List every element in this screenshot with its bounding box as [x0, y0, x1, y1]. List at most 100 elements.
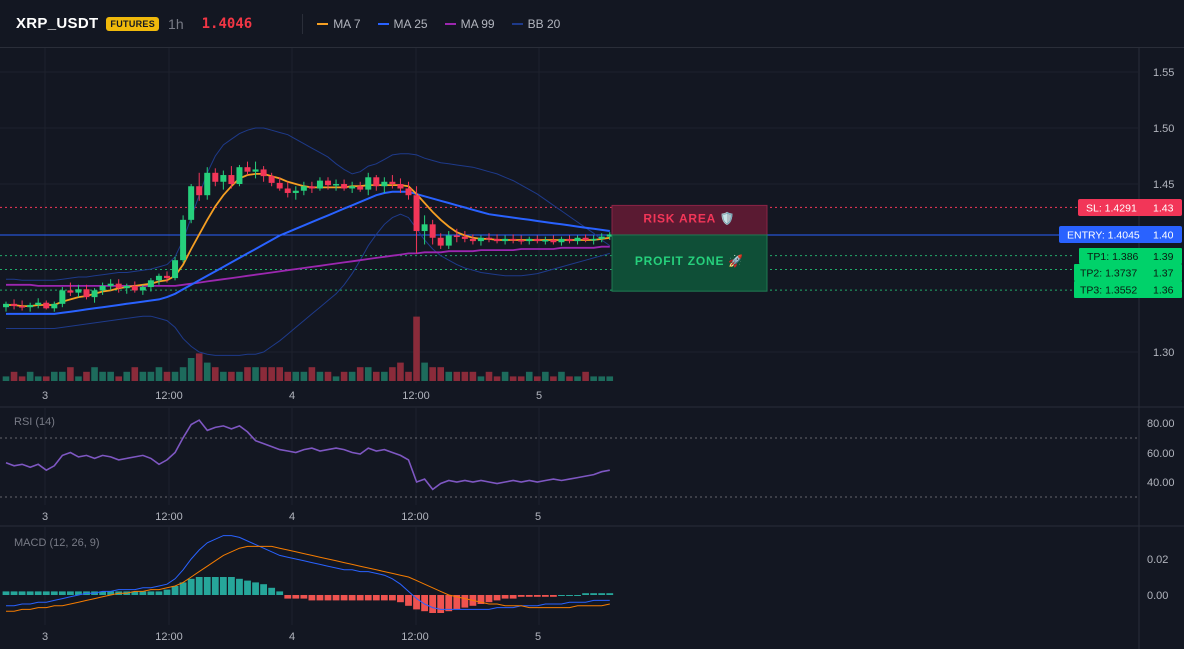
candle-body [147, 280, 154, 288]
legend-ma7-swatch [317, 22, 329, 25]
macd-histogram-bar [340, 595, 348, 601]
futures-badge: FUTURES [106, 16, 160, 31]
time-axis-main[interactable]: 3 12:00 4 12:00 5 [42, 390, 542, 402]
candle-body [172, 260, 179, 279]
candle-body [325, 180, 331, 186]
macd-histogram-bar [67, 591, 74, 595]
macd-histogram-bar [308, 595, 316, 601]
volume-bar [364, 367, 372, 381]
indicator-legend: MA 7 MA 25 MA 99 BB 20 [317, 17, 577, 31]
time-tick: 12:00 [155, 390, 183, 402]
volume-bar [397, 362, 404, 381]
volume-bar [437, 367, 444, 381]
candle-body [445, 235, 452, 246]
price-panel[interactable]: RISK AREA 🛡️ PROFIT ZONE 🚀 [0, 127, 1078, 381]
candle-body [606, 234, 613, 237]
macd-histogram-bar [405, 595, 412, 606]
macd-histogram-bar [18, 591, 26, 595]
macd-histogram-bar [276, 591, 284, 595]
candle-body [59, 290, 66, 304]
volume-bars [2, 316, 614, 381]
volume-bar [75, 376, 82, 381]
volume-bar [348, 371, 356, 381]
macd-histogram-bar [533, 595, 541, 597]
macd-histogram-bar [163, 589, 171, 595]
volume-bar [171, 371, 179, 381]
volume-bar [413, 316, 420, 381]
macd-histogram-bar [525, 595, 533, 597]
volume-bar [244, 367, 251, 381]
tp3-value: 1.36 [1153, 285, 1174, 297]
macd-histogram-bar [517, 595, 525, 597]
candle-body [188, 186, 195, 220]
volume-bar [509, 376, 517, 381]
signal-line [6, 545, 610, 612]
volume-bar [429, 367, 436, 381]
candle-body [510, 238, 517, 241]
tp1-label-bg [1079, 248, 1182, 264]
volume-bar [477, 376, 485, 381]
macd-histogram-bar [211, 577, 219, 595]
volume-bar [2, 376, 10, 381]
last-price: 1.4046 [201, 15, 253, 32]
candle-body [35, 302, 42, 305]
macd-histogram-bar [493, 595, 501, 601]
price-tick: 1.50 [1153, 123, 1174, 135]
price-axis[interactable]: 1.55 1.50 1.45 1.30 [1153, 67, 1174, 359]
candle-body [518, 240, 525, 242]
volume-bar [67, 367, 74, 381]
macd-histogram-bar [147, 591, 155, 595]
candle-body [437, 237, 444, 246]
candle-body [453, 235, 460, 238]
legend-ma25[interactable]: MA 25 [377, 17, 428, 31]
legend-ma99-swatch [444, 22, 456, 25]
legend-bb20-label: BB 20 [527, 16, 561, 31]
candle-body [502, 238, 509, 242]
chart-canvas[interactable]: RISK AREA 🛡️ PROFIT ZONE 🚀 1.55 1.50 1.45… [0, 48, 1184, 649]
macd-panel[interactable]: MACD (12, 26, 9) 0.02 0.00 3 12:00 4 12:… [2, 535, 1169, 643]
volume-bar [212, 367, 219, 381]
ma99-line [6, 245, 610, 287]
bb-upper-line [6, 127, 611, 281]
macd-histogram-bar [364, 595, 372, 601]
symbol-name[interactable]: XRP_USDT [16, 15, 99, 32]
volume-bar [91, 367, 98, 381]
macd-histogram-bar [131, 591, 139, 595]
legend-bb20[interactable]: BB 20 [511, 16, 561, 31]
rsi-tick: 80.00 [1147, 418, 1175, 430]
candle-body [389, 181, 396, 184]
candle-body [67, 290, 74, 293]
macd-histogram-bar [42, 591, 50, 595]
time-tick: 5 [535, 511, 541, 523]
volume-bar [534, 376, 541, 381]
volume-bar [268, 367, 275, 381]
rsi-series [5, 419, 610, 491]
candle-body [236, 167, 243, 184]
bollinger-bands [6, 127, 611, 356]
legend-bb20-swatch [511, 22, 523, 25]
volume-bar [26, 371, 34, 381]
candle-body [131, 285, 138, 291]
macd-histogram-bar [606, 593, 614, 595]
legend-ma99[interactable]: MA 99 [444, 17, 495, 31]
tp1-label: TP1: 1.386 [1087, 251, 1139, 263]
macd-histogram-bar [34, 591, 42, 595]
macd-histogram-bar [99, 591, 106, 595]
volume-bar [292, 371, 300, 381]
candle-body [486, 237, 492, 240]
legend-ma7[interactable]: MA 7 [317, 17, 361, 31]
timeframe-selector[interactable]: 1h [168, 15, 184, 32]
rsi-panel[interactable]: RSI (14) 80.00 60.00 40.00 3 12:00 4 12:… [0, 416, 1175, 523]
macd-histogram-bar [324, 595, 332, 601]
time-tick: 12:00 [402, 390, 430, 402]
macd-histogram-bar [429, 595, 437, 613]
volume-bar [139, 371, 147, 381]
volume-bar [123, 371, 131, 381]
candle-body [228, 175, 235, 184]
candle-body [550, 240, 557, 243]
macd-histogram-bar [437, 595, 445, 613]
macd-histogram-bar [179, 582, 187, 595]
volume-bar [574, 376, 581, 381]
macd-histogram-bar [582, 593, 589, 595]
candle-body [220, 175, 227, 182]
